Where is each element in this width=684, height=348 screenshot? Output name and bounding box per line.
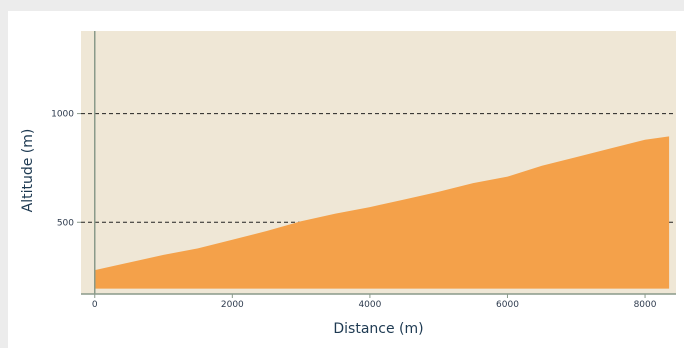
y-tick-label: 1000 [51, 110, 74, 120]
x-tick-label: 6000 [496, 300, 519, 310]
y-axis-title: Altitude (m) [20, 129, 36, 213]
x-tick-label: 4000 [358, 300, 381, 310]
altitude-area [94, 136, 670, 289]
y-tick-label: 500 [57, 218, 74, 228]
altitude-profile-chart: 0 2000 4000 6000 8000 500 1000 Distance (m) A… [20, 31, 676, 337]
x-tick-label: 8000 [634, 300, 657, 310]
x-tick-label: 2000 [221, 300, 244, 310]
x-ticks: 0 2000 4000 6000 8000 [92, 294, 657, 310]
chart-card: 0 2000 4000 6000 8000 500 1000 Distance (m) A… [8, 11, 684, 348]
y-ticks: 500 1000 [51, 110, 81, 228]
x-axis-title: Distance (m) [333, 321, 423, 337]
x-tick-label: 0 [92, 300, 98, 310]
